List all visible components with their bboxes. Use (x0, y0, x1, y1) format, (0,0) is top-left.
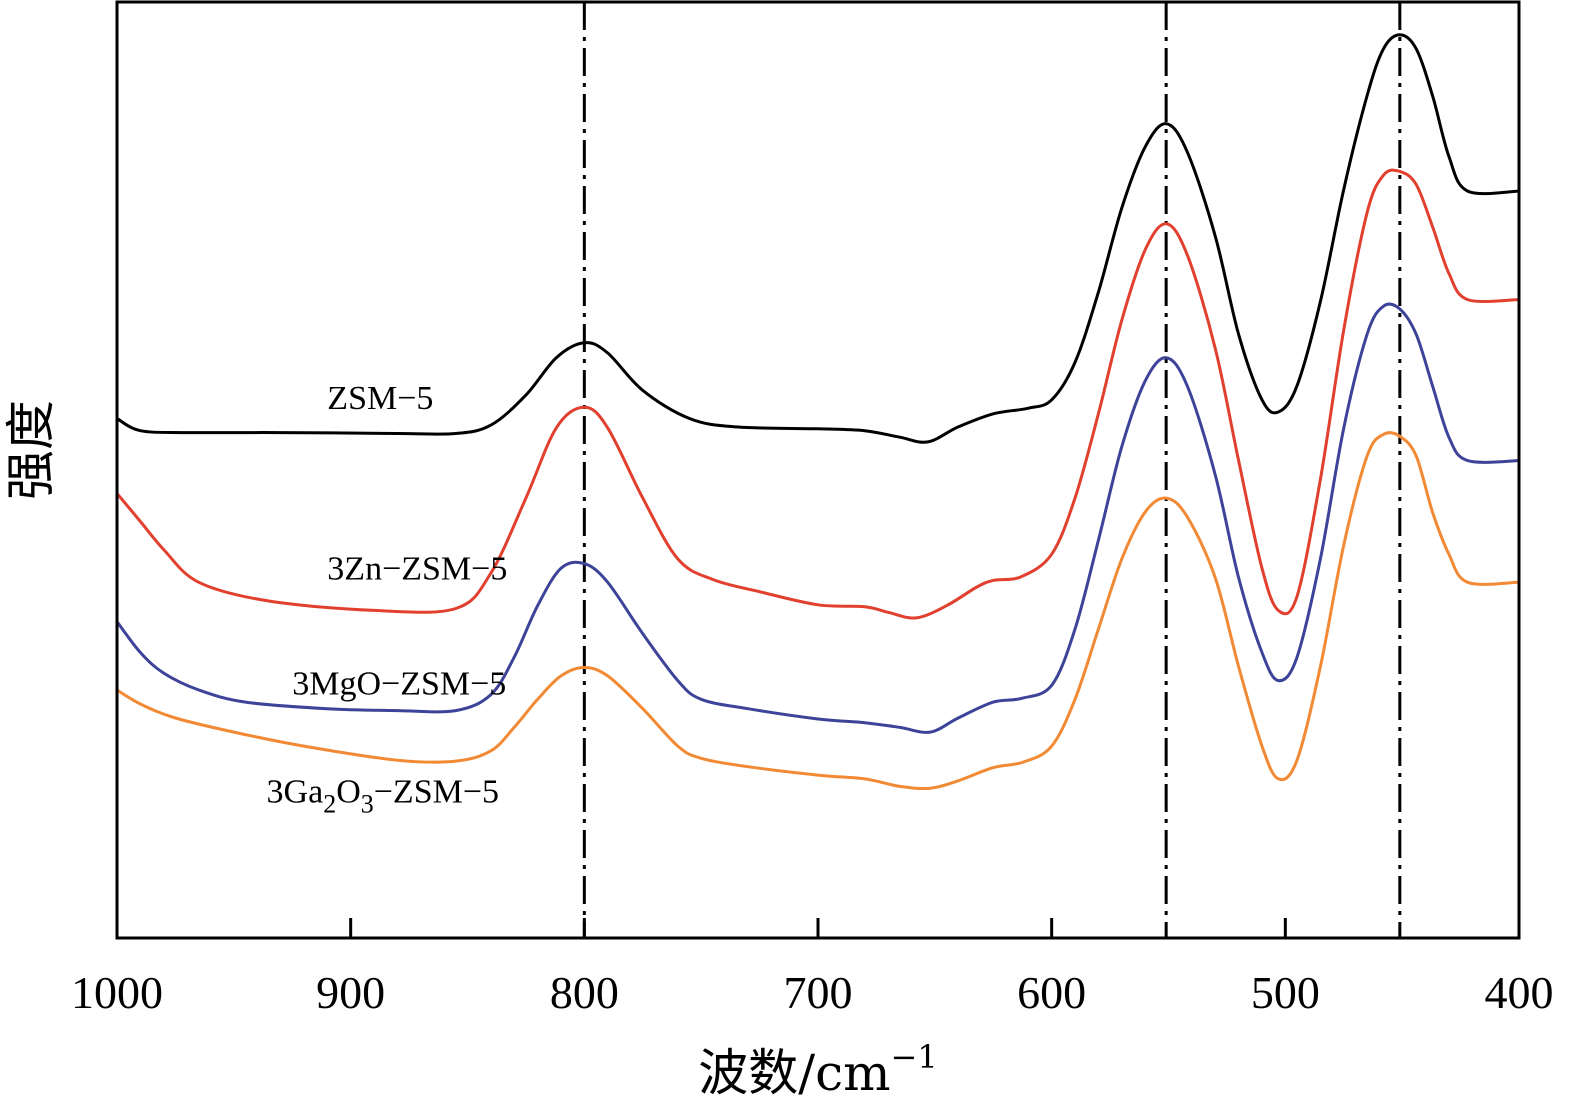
series-line (115, 168, 1521, 620)
x-axis-tick-labels: 1000 900 800 700 600 500 400 (71, 967, 1554, 1018)
series-label: 3Ga2O3−ZSM−5 (267, 773, 499, 818)
series-line (115, 33, 1521, 444)
reference-lines (582, 2, 1402, 938)
spectrum-curves (115, 33, 1521, 791)
series-label: 3MgO−ZSM−5 (292, 666, 506, 703)
x-axis-title: 波数/cm−1 (698, 1038, 937, 1102)
series-labels: ZSM−5 3Zn−ZSM−5 3MgO−ZSM−5 3Ga2O3−ZSM−5 (267, 380, 508, 818)
x-tick-label: 700 (784, 967, 853, 1018)
x-tick-label: 400 (1485, 967, 1554, 1018)
x-axis-ticks (115, 918, 1521, 938)
x-tick-label: 800 (550, 967, 619, 1018)
x-tick-label: 600 (1017, 967, 1086, 1018)
series-line (115, 302, 1521, 734)
series-line (115, 431, 1521, 791)
x-tick-label: 900 (316, 967, 385, 1018)
series-label: ZSM−5 (327, 380, 433, 417)
y-axis-title: 强度 (2, 400, 60, 500)
x-tick-label: 500 (1251, 967, 1320, 1018)
series-label: 3Zn−ZSM−5 (327, 551, 507, 588)
x-tick-label: 1000 (71, 967, 163, 1018)
